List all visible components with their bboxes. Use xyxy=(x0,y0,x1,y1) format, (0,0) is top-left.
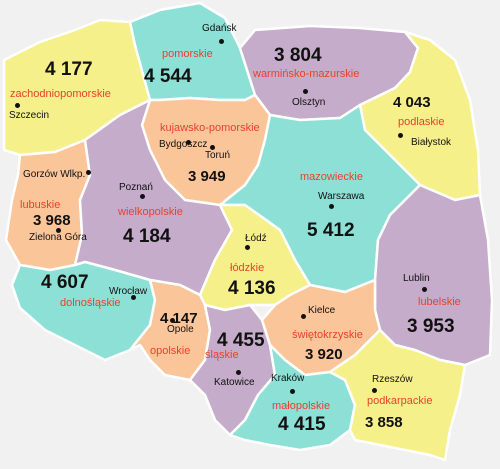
region-value-lodzkie: 4 136 xyxy=(228,278,276,299)
city-olsztyn: Olsztyn xyxy=(292,97,326,108)
city-dot-gdansk xyxy=(219,39,224,44)
city-warszawa: Warszawa xyxy=(318,191,365,202)
city-bydgoszcz: Bydgoszcz xyxy=(159,139,208,150)
city-katowice: Katowice xyxy=(214,377,255,388)
city-dot-torun xyxy=(210,145,215,150)
region-lubelskie xyxy=(373,183,494,367)
region-value-pomorskie: 4 544 xyxy=(144,66,192,87)
city-dot-warszawa xyxy=(329,204,334,209)
region-value-podlaskie: 4 043 xyxy=(393,94,431,111)
city-dot-szczecin xyxy=(15,103,20,108)
city-wroclaw: Wrocław xyxy=(109,286,148,297)
city-poznan: Poznań xyxy=(119,182,153,193)
city-gdansk: Gdańsk xyxy=(202,23,237,34)
city-krakow: Kraków xyxy=(271,373,305,384)
city-dot-opole xyxy=(170,318,175,323)
region-name-wielkopolskie: wielkopolskie xyxy=(118,206,183,218)
city-lublin: Lublin xyxy=(403,273,430,284)
region-name-slaskie: śląskie xyxy=(205,349,239,361)
region-value-swietokrzyskie: 3 920 xyxy=(305,346,343,363)
city-dot-wroclaw xyxy=(131,295,136,300)
city-dot-lodz xyxy=(245,245,250,250)
region-name-pomorskie: pomorskie xyxy=(162,48,213,60)
region-name-dolnoslaskie: dolnośląskie xyxy=(60,297,121,309)
region-name-podlaskie: podlaskie xyxy=(398,116,445,128)
city-gorzow: Gorzów Wlkp. xyxy=(23,169,86,180)
region-value-mazowieckie: 5 412 xyxy=(307,220,355,241)
region-value-lubuskie: 3 968 xyxy=(33,212,71,229)
region-malopolskie xyxy=(228,343,357,452)
city-zielona-gora: Zielona Góra xyxy=(29,232,87,243)
city-rzeszow: Rzeszów xyxy=(372,374,413,385)
city-dot-kielce xyxy=(301,314,306,319)
region-name-zachodniopomorskie: zachodniopomorskie xyxy=(10,88,111,100)
region-name-opolskie: opolskie xyxy=(150,345,191,357)
region-value-kujawsko-pomorskie: 3 949 xyxy=(188,168,226,185)
region-name-lodzkie: łódzkie xyxy=(230,262,265,274)
region-name-swietokrzyskie: świętokrzyskie xyxy=(292,329,363,341)
city-dot-gorzow xyxy=(86,170,91,175)
city-kielce: Kielce xyxy=(308,305,336,316)
city-bialystok: Białystok xyxy=(411,137,452,148)
region-value-warminsko-mazurskie: 3 804 xyxy=(274,45,322,66)
city-dot-bydgoszcz xyxy=(186,140,191,145)
city-dot-poznan xyxy=(140,194,145,199)
city-opole: Opole xyxy=(167,324,194,335)
region-value-dolnoslaskie: 4 607 xyxy=(41,272,89,293)
city-dot-rzeszow xyxy=(372,388,377,393)
city-dot-zielona-gora xyxy=(56,228,61,233)
region-value-wielkopolskie: 4 184 xyxy=(123,226,171,247)
city-torun: Toruń xyxy=(205,150,231,161)
region-name-warminsko-mazurskie: warmińsko-mazurskie xyxy=(253,68,360,80)
city-szczecin: Szczecin xyxy=(9,110,50,121)
city-dot-lublin xyxy=(422,287,427,292)
city-dot-olsztyn xyxy=(303,89,308,94)
region-value-malopolskie: 4 415 xyxy=(278,414,326,435)
region-value-zachodniopomorskie: 4 177 xyxy=(45,59,93,80)
region-value-opolskie: 4 147 xyxy=(160,310,198,327)
region-opolskie xyxy=(128,278,212,382)
city-dot-krakow xyxy=(290,389,295,394)
region-value-slaskie: 4 455 xyxy=(217,330,265,351)
city-dot-katowice xyxy=(236,370,241,375)
region-name-malopolskie: małopolskie xyxy=(272,400,331,412)
region-name-lubuskie: lubuskie xyxy=(20,199,61,211)
region-value-lubelskie: 3 953 xyxy=(407,316,455,337)
region-name-mazowieckie: mazowieckie xyxy=(300,171,363,183)
region-value-podkarpackie: 3 858 xyxy=(365,414,403,431)
region-name-kujawsko-pomorskie: kujawsko-pomorskie xyxy=(160,122,260,134)
city-dot-bialystok xyxy=(398,133,403,138)
region-lodzkie xyxy=(198,203,312,312)
region-name-podkarpackie: podkarpackie xyxy=(367,395,433,407)
region-name-lubelskie: lubelskie xyxy=(418,296,461,308)
region-podkarpackie xyxy=(328,328,467,462)
city-lodz: Łódź xyxy=(245,233,267,244)
